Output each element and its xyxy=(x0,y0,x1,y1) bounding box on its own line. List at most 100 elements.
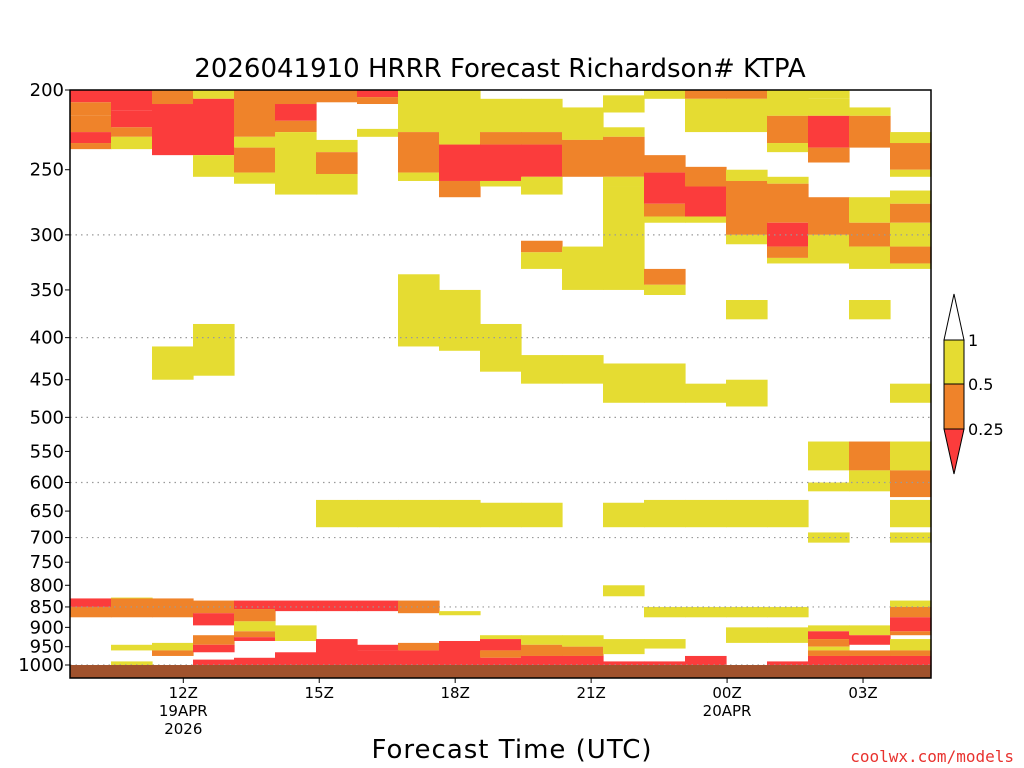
heatmap-cell xyxy=(152,642,194,651)
heatmap-cell xyxy=(890,383,932,403)
heatmap-cell xyxy=(685,98,727,133)
heatmap-cell xyxy=(316,600,358,612)
heatmap-cell xyxy=(644,90,686,99)
y-tick-label: 600 xyxy=(30,472,64,493)
heatmap-cell xyxy=(357,97,399,105)
heatmap-cell xyxy=(726,90,768,99)
heatmap-cell xyxy=(152,650,194,656)
heatmap-cell xyxy=(439,144,481,181)
heatmap-cell xyxy=(644,268,686,285)
heatmap-cell xyxy=(849,222,891,247)
heatmap-cell xyxy=(644,203,686,217)
heatmap-cell xyxy=(849,650,891,656)
heatmap-cell xyxy=(767,90,809,116)
heatmap-cell xyxy=(234,600,276,610)
heatmap-cell xyxy=(234,609,276,622)
heatmap-cell xyxy=(480,323,522,372)
heatmap-cell xyxy=(849,246,891,269)
heatmap-cell xyxy=(890,441,932,471)
heatmap-cell xyxy=(152,598,194,618)
y-tick-label: 550 xyxy=(30,441,64,462)
heatmap-cell xyxy=(111,90,153,111)
heatmap-cell xyxy=(193,323,235,376)
x-tick-label: 00Z xyxy=(712,684,741,702)
heatmap-cell xyxy=(767,115,809,144)
y-tick-label: 950 xyxy=(30,637,64,658)
heatmap-cell xyxy=(890,639,932,651)
y-tick-label: 900 xyxy=(30,617,64,638)
heatmap-cell xyxy=(849,300,891,320)
heatmap-cell xyxy=(275,600,317,612)
heatmap-cell xyxy=(234,136,276,148)
heatmap-cell xyxy=(562,355,604,384)
heatmap-cell xyxy=(808,234,850,264)
heatmap-cell xyxy=(398,600,440,614)
heatmap-cell xyxy=(685,216,727,223)
heatmap-cell xyxy=(808,631,850,640)
heatmap-cell xyxy=(603,127,645,137)
heatmap-cell xyxy=(644,216,686,223)
heatmap-cell xyxy=(562,246,604,290)
heatmap-cell xyxy=(890,190,932,204)
heatmap-cell xyxy=(193,155,235,177)
heatmap-cell xyxy=(480,502,522,528)
heatmap-cell xyxy=(193,635,235,645)
heatmap-cell xyxy=(890,132,932,144)
heatmap-cell xyxy=(439,499,481,528)
heatmap-cell xyxy=(70,598,112,607)
heatmap-cell xyxy=(890,532,932,543)
heatmap-cell xyxy=(439,289,481,351)
y-tick-label: 850 xyxy=(30,597,64,618)
x-tick-label: 19APR xyxy=(159,702,208,720)
grid-lines xyxy=(70,234,931,666)
heatmap-cell xyxy=(890,203,932,223)
heatmap-cell xyxy=(275,625,317,641)
heatmap-cell xyxy=(439,90,481,145)
heatmap-cell xyxy=(603,639,645,655)
y-tick-label: 1000 xyxy=(18,655,64,676)
heatmap-cell xyxy=(685,90,727,99)
y-tick-label: 200 xyxy=(30,80,64,101)
heatmap-cell xyxy=(111,598,153,618)
heatmap-cell xyxy=(357,90,399,98)
heatmap-cell xyxy=(808,532,850,543)
heatmap-cell xyxy=(808,115,850,148)
heatmap-cell xyxy=(644,606,686,618)
heatmap-cell xyxy=(193,613,235,626)
y-tick-label: 500 xyxy=(30,407,64,428)
heatmap-cell xyxy=(521,144,563,177)
heatmap-cell xyxy=(439,611,481,616)
heatmap-cell xyxy=(890,499,932,528)
heatmap-cell xyxy=(726,606,768,618)
plot-frame xyxy=(69,89,932,679)
heatmap-cell xyxy=(70,115,112,133)
credit-link[interactable]: coolwx.com/models xyxy=(850,747,1014,766)
x-tick-label: 20APR xyxy=(703,702,752,720)
heatmap-cell xyxy=(644,155,686,173)
heatmap-cell xyxy=(152,346,194,380)
heatmap-cell xyxy=(234,637,276,641)
legend: 1 0.5 0.25 xyxy=(943,293,1004,475)
heatmap-cell xyxy=(685,166,727,187)
x-tick-label: 21Z xyxy=(576,684,605,702)
heatmap-cell xyxy=(603,186,645,290)
heatmap-cell xyxy=(193,90,235,99)
heatmap-cell xyxy=(644,284,686,295)
heatmap-cell xyxy=(193,644,235,653)
heatmap-cell xyxy=(767,183,809,223)
heatmap-cell xyxy=(808,90,850,99)
heatmap-cell xyxy=(316,152,358,174)
legend-label: 0.5 xyxy=(968,375,993,394)
heatmap-cell xyxy=(398,90,440,133)
y-tick-label: 250 xyxy=(30,160,64,181)
heatmap-cell xyxy=(521,355,563,384)
heatmap-cell xyxy=(480,639,522,651)
heatmap-cell xyxy=(767,222,809,247)
heatmap-cell xyxy=(234,631,276,638)
heatmap-cell xyxy=(849,197,891,223)
x-tick-label: 15Z xyxy=(305,684,334,702)
heatmap-cell xyxy=(603,585,645,597)
heatmap-cell xyxy=(644,363,686,403)
heatmap-cell xyxy=(70,102,112,116)
